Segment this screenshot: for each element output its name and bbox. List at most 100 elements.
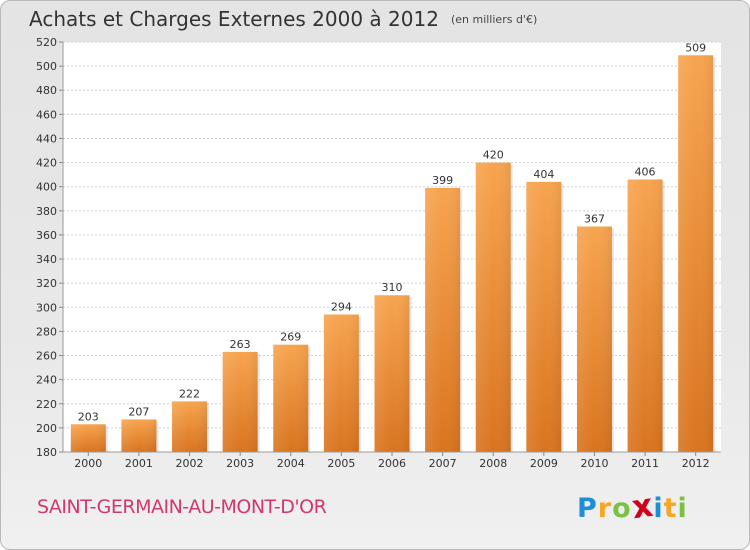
y-tick: 180 <box>36 446 63 459</box>
y-tick: 280 <box>36 325 63 338</box>
x-tick: 2011 <box>631 452 659 470</box>
y-tick-label: 180 <box>36 446 57 459</box>
y-tick-label: 320 <box>36 277 57 290</box>
x-tick: 2010 <box>580 452 608 470</box>
x-tick: 2012 <box>682 452 710 470</box>
y-tick: 320 <box>36 277 63 290</box>
x-axis: 2000 2001 2002 2003 2004 2005 2006 2007 2008 2009… <box>63 451 721 470</box>
x-tick: 2006 <box>378 452 406 470</box>
y-tick-label: 200 <box>36 422 57 435</box>
x-tick-label: 2007 <box>429 457 457 470</box>
bar-shine <box>526 181 562 452</box>
x-tick: 2002 <box>176 452 204 470</box>
bars: 203 207 222 263 269 294 310 399 420 404 367 406 509 <box>70 41 716 453</box>
logo-letter: P <box>577 493 598 524</box>
bar-shine <box>172 401 208 452</box>
x-tick: 2001 <box>125 452 153 470</box>
value-label: 269 <box>280 331 301 344</box>
commune-name: SAINT-GERMAIN-AU-MONT-D'OR <box>37 496 327 518</box>
x-tick-label: 2006 <box>378 457 406 470</box>
logo-letter: o <box>612 493 632 524</box>
bar-shine <box>323 314 359 452</box>
chart-unit: (en milliers d'€) <box>450 13 538 26</box>
bar-shine <box>475 162 511 452</box>
x-tick-label: 2009 <box>530 457 558 470</box>
x-tick-label: 2011 <box>631 457 659 470</box>
y-tick-label: 480 <box>36 84 57 97</box>
y-tick: 400 <box>36 181 63 194</box>
x-tick: 2009 <box>530 452 558 470</box>
y-tick-label: 520 <box>36 36 57 49</box>
y-tick-label: 360 <box>36 229 57 242</box>
value-label: 263 <box>230 338 251 351</box>
y-tick: 380 <box>36 205 63 218</box>
value-label: 420 <box>483 149 504 162</box>
logo-letter: r <box>597 493 613 524</box>
bar-shine <box>374 295 410 452</box>
y-tick: 340 <box>36 253 63 266</box>
y-tick: 260 <box>36 350 63 363</box>
y-tick: 500 <box>36 60 63 73</box>
bar-shine <box>70 424 106 452</box>
bar-shine <box>627 179 663 452</box>
x-tick-label: 2010 <box>580 457 608 470</box>
value-label: 399 <box>432 174 453 187</box>
x-tick: 2005 <box>327 452 355 470</box>
bar-shine <box>576 226 612 452</box>
y-tick-label: 300 <box>36 301 57 314</box>
x-tick-label: 2012 <box>682 457 710 470</box>
value-label: 203 <box>78 410 99 423</box>
x-tick-label: 2008 <box>479 457 507 470</box>
y-tick: 220 <box>36 398 63 411</box>
value-label: 294 <box>331 301 352 314</box>
x-tick: 2003 <box>226 452 254 470</box>
chart-title: Achats et Charges Externes 2000 à 2012 (e… <box>29 7 537 31</box>
y-tick-label: 440 <box>36 132 57 145</box>
value-label: 207 <box>128 405 149 418</box>
y-tick-label: 240 <box>36 374 57 387</box>
value-label: 222 <box>179 387 200 400</box>
y-tick: 460 <box>36 108 63 121</box>
x-tick-label: 2004 <box>277 457 305 470</box>
value-label: 404 <box>533 168 554 181</box>
value-label: 509 <box>685 41 706 54</box>
y-tick-label: 380 <box>36 205 57 218</box>
chart-title-text: Achats et Charges Externes 2000 à 2012 <box>29 7 439 31</box>
y-tick-label: 260 <box>36 350 57 363</box>
x-tick-label: 2005 <box>327 457 355 470</box>
x-tick-label: 2000 <box>74 457 102 470</box>
y-tick: 480 <box>36 84 63 97</box>
x-tick: 2004 <box>277 452 305 470</box>
y-tick: 520 <box>36 36 63 49</box>
y-tick-label: 340 <box>36 253 57 266</box>
y-tick-label: 460 <box>36 108 57 121</box>
x-tick: 2007 <box>429 452 457 470</box>
value-label: 406 <box>635 165 656 178</box>
logo-letter: x <box>629 485 656 527</box>
y-tick-label: 420 <box>36 157 57 170</box>
x-tick-label: 2001 <box>125 457 153 470</box>
proxiti-logo: Proxiti <box>577 485 688 527</box>
logo-letter: i <box>677 493 688 524</box>
bar-shine <box>222 351 258 452</box>
y-tick: 420 <box>36 157 63 170</box>
y-tick: 360 <box>36 229 63 242</box>
value-label: 367 <box>584 213 605 226</box>
x-tick: 2000 <box>74 452 102 470</box>
value-label: 310 <box>382 281 403 294</box>
bar-shine <box>678 55 714 452</box>
x-tick-label: 2002 <box>176 457 204 470</box>
y-tick-label: 280 <box>36 325 57 338</box>
y-tick-label: 400 <box>36 181 57 194</box>
logo-letter: i <box>653 493 664 524</box>
logo-letter: t <box>663 493 678 524</box>
bar-shine <box>121 419 157 452</box>
bar-shine <box>425 187 461 453</box>
bar-shine <box>273 344 309 452</box>
x-tick: 2008 <box>479 452 507 470</box>
y-tick: 300 <box>36 301 63 314</box>
y-tick-label: 500 <box>36 60 57 73</box>
y-axis: 180 200 220 240 260 280 300 320 340 360 380 400 420 4… <box>36 36 64 459</box>
